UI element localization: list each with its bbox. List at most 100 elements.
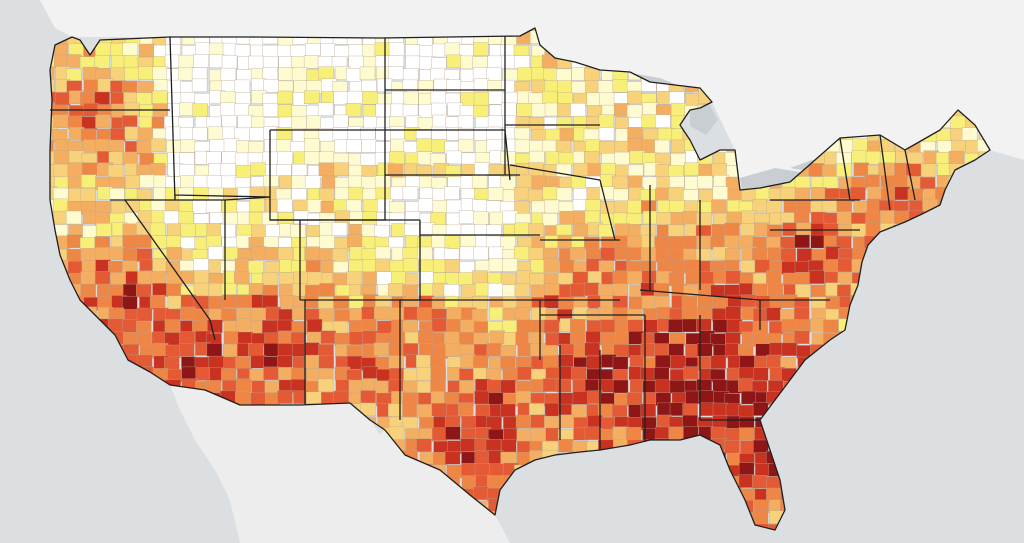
county-cell[interactable]	[459, 332, 475, 346]
county-cell[interactable]	[557, 234, 573, 249]
county-cell[interactable]	[458, 272, 474, 286]
county-cell[interactable]	[741, 294, 757, 308]
county-cell[interactable]	[166, 283, 182, 297]
county-cell[interactable]	[166, 79, 183, 94]
county-cell[interactable]	[360, 153, 376, 167]
county-cell[interactable]	[611, 404, 628, 419]
county-cell[interactable]	[306, 318, 323, 333]
county-cell[interactable]	[779, 186, 796, 201]
county-cell[interactable]	[698, 163, 714, 178]
county-cell[interactable]	[529, 150, 545, 165]
county-cell[interactable]	[262, 295, 278, 309]
county-cell[interactable]	[305, 260, 322, 274]
county-cell[interactable]	[867, 186, 884, 200]
county-cell[interactable]	[136, 283, 152, 298]
county-cell[interactable]	[249, 369, 265, 383]
county-cell[interactable]	[654, 236, 670, 250]
county-cell[interactable]	[317, 102, 334, 116]
county-cell[interactable]	[262, 320, 278, 334]
county-cell[interactable]	[528, 223, 544, 237]
county-cell[interactable]	[403, 306, 419, 321]
county-cell[interactable]	[303, 354, 320, 369]
county-cell[interactable]	[111, 200, 127, 215]
county-cell[interactable]	[544, 235, 560, 249]
county-cell[interactable]	[668, 224, 684, 238]
county-cell[interactable]	[306, 115, 322, 129]
county-cell[interactable]	[167, 223, 183, 237]
county-cell[interactable]	[698, 390, 714, 404]
county-cell[interactable]	[485, 439, 502, 453]
county-cell[interactable]	[670, 102, 687, 117]
county-cell[interactable]	[122, 223, 138, 237]
county-cell[interactable]	[685, 271, 701, 285]
county-cell[interactable]	[444, 235, 461, 249]
county-cell[interactable]	[208, 246, 224, 260]
county-cell[interactable]	[234, 44, 251, 58]
county-cell[interactable]	[362, 199, 379, 213]
county-cell[interactable]	[474, 188, 490, 202]
county-cell[interactable]	[571, 81, 587, 95]
county-cell[interactable]	[654, 139, 670, 154]
county-cell[interactable]	[486, 126, 502, 141]
county-cell[interactable]	[431, 403, 448, 417]
county-cell[interactable]	[234, 258, 251, 272]
county-cell[interactable]	[164, 319, 181, 333]
county-cell[interactable]	[531, 103, 547, 117]
county-cell[interactable]	[94, 55, 110, 69]
county-cell[interactable]	[136, 307, 153, 322]
county-cell[interactable]	[712, 415, 728, 429]
county-cell[interactable]	[668, 187, 684, 201]
county-cell[interactable]	[627, 90, 643, 105]
county-cell[interactable]	[318, 344, 334, 358]
county-cell[interactable]	[460, 235, 476, 249]
county-cell[interactable]	[179, 164, 195, 178]
county-cell[interactable]	[600, 332, 616, 346]
county-cell[interactable]	[389, 151, 405, 165]
county-cell[interactable]	[388, 42, 405, 56]
county-cell[interactable]	[643, 319, 659, 333]
county-cell[interactable]	[278, 367, 294, 381]
county-cell[interactable]	[405, 211, 421, 225]
county-cell[interactable]	[810, 284, 827, 299]
county-cell[interactable]	[739, 283, 755, 297]
county-cell[interactable]	[516, 270, 532, 284]
county-cell[interactable]	[263, 175, 279, 189]
county-cell[interactable]	[136, 140, 152, 154]
county-cell[interactable]	[559, 211, 575, 225]
county-cell[interactable]	[207, 319, 223, 333]
county-cell[interactable]	[348, 259, 364, 274]
county-cell[interactable]	[811, 187, 827, 201]
county-cell[interactable]	[430, 367, 446, 381]
county-cell[interactable]	[599, 92, 615, 106]
county-cell[interactable]	[152, 258, 168, 272]
county-cell[interactable]	[208, 296, 224, 310]
county-cell[interactable]	[66, 234, 83, 248]
county-cell[interactable]	[515, 390, 531, 405]
county-cell[interactable]	[293, 271, 309, 286]
county-cell[interactable]	[739, 427, 755, 441]
county-cell[interactable]	[250, 392, 266, 407]
county-cell[interactable]	[446, 307, 462, 321]
county-cell[interactable]	[205, 199, 222, 213]
county-cell[interactable]	[585, 139, 601, 153]
county-cell[interactable]	[402, 343, 419, 357]
county-cell[interactable]	[517, 366, 533, 381]
county-cell[interactable]	[110, 128, 126, 142]
county-cell[interactable]	[290, 332, 307, 346]
county-cell[interactable]	[277, 151, 293, 165]
county-cell[interactable]	[377, 320, 393, 334]
county-cell[interactable]	[416, 380, 433, 395]
county-cell[interactable]	[250, 162, 266, 176]
county-cell[interactable]	[795, 272, 811, 286]
county-cell[interactable]	[627, 319, 644, 333]
county-cell[interactable]	[457, 115, 474, 129]
county-cell[interactable]	[80, 188, 96, 202]
county-cell[interactable]	[543, 319, 560, 334]
county-cell[interactable]	[836, 211, 853, 225]
county-cell[interactable]	[725, 248, 741, 262]
county-cell[interactable]	[668, 426, 684, 441]
county-cell[interactable]	[234, 271, 250, 285]
county-cell[interactable]	[67, 162, 83, 176]
county-cell[interactable]	[417, 198, 434, 212]
county-cell[interactable]	[626, 247, 642, 261]
